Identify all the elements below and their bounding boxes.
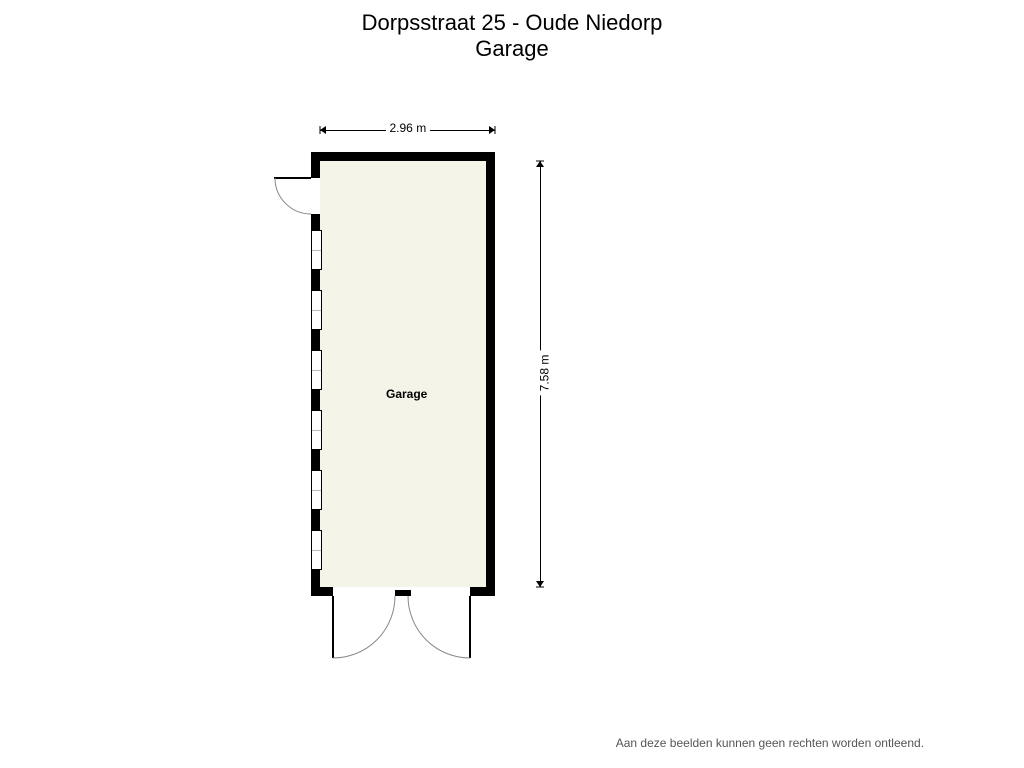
dim-height-label: 7.58 m — [537, 351, 551, 396]
dim-height-arrows — [0, 0, 1024, 768]
floorplan: Garage 2.96 m 7.58 m — [0, 0, 1024, 768]
